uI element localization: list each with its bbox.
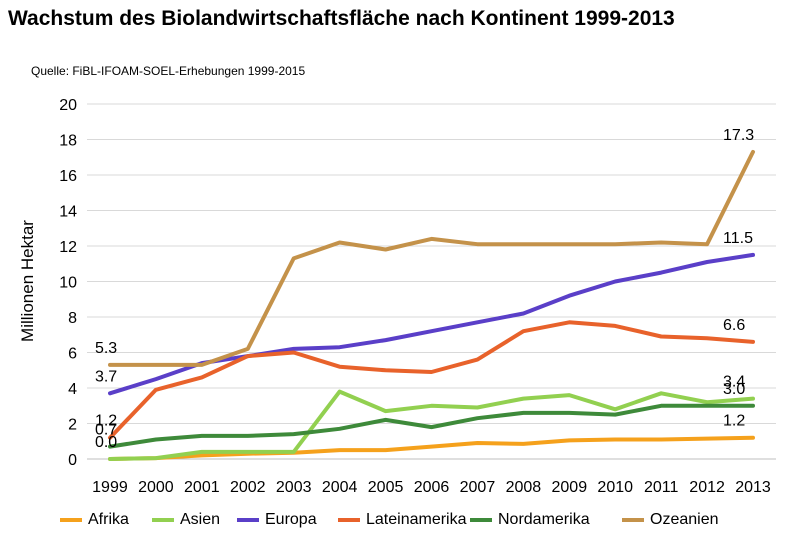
y-axis-ticks: 0 2 4 6 8 10 12 14 16 18 20 <box>59 97 77 469</box>
x-tick-label: 2013 <box>735 479 771 496</box>
legend-label: Europa <box>265 511 317 528</box>
x-tick-label: 2008 <box>506 479 542 496</box>
legend-swatch <box>152 518 174 522</box>
x-tick-label: 2006 <box>414 479 450 496</box>
y-tick-label: 4 <box>68 381 77 398</box>
x-tick-label: 2011 <box>644 479 679 496</box>
data-label: 1.2 <box>95 413 117 430</box>
legend-item-europa: Europa <box>237 506 317 534</box>
x-tick-label: 1999 <box>92 479 128 496</box>
x-tick-label: 2005 <box>368 479 404 496</box>
x-tick-label: 2010 <box>597 479 633 496</box>
y-tick-label: 8 <box>68 310 77 327</box>
legend-label: Asien <box>180 511 221 528</box>
series-line-lateinamerika <box>108 320 755 440</box>
legend-swatch <box>60 518 82 522</box>
legend-item-nordamerika: Nordamerika <box>470 506 590 534</box>
y-tick-label: 14 <box>59 204 77 221</box>
x-tick-label: 2009 <box>552 479 588 496</box>
x-tick-label: 2003 <box>276 479 312 496</box>
series-line-afrika <box>108 435 755 461</box>
x-tick-label: 2004 <box>322 479 358 496</box>
y-tick-label: 16 <box>59 168 77 185</box>
data-label: 3.4 <box>723 374 745 391</box>
x-tick-label: 2012 <box>689 479 725 496</box>
legend-item-lateinamerika: Lateinamerika <box>338 506 467 534</box>
y-tick-label: 12 <box>59 239 77 256</box>
legend: Afrika Asien Europa Lateinamerika Nordamerik… <box>0 506 800 534</box>
legend-swatch <box>338 518 360 522</box>
x-tick-label: 2002 <box>230 479 266 496</box>
y-tick-label: 20 <box>59 97 77 114</box>
x-tick-label: 2007 <box>460 479 496 496</box>
legend-label: Ozeanien <box>650 511 719 528</box>
legend-swatch <box>470 518 492 522</box>
data-labels: 0.0 1.2 3.4 3.7 11.5 1.2 6.6 0.7 3.0 5.3 17.3 <box>95 127 754 451</box>
data-label: 3.7 <box>95 368 117 385</box>
chart-source: Quelle: FiBL-IFOAM-SOEL-Erhebungen 1999-… <box>31 64 306 78</box>
legend-label: Afrika <box>88 511 129 528</box>
data-label: 0.0 <box>95 434 117 451</box>
legend-label: Nordamerika <box>498 511 590 528</box>
y-tick-label: 2 <box>68 417 77 434</box>
data-label: 3.0 <box>723 381 745 398</box>
data-label: 0.7 <box>95 422 117 439</box>
y-tick-label: 18 <box>59 133 77 150</box>
y-tick-label: 10 <box>59 275 77 292</box>
data-label: 17.3 <box>723 127 754 144</box>
legend-item-asien: Asien <box>152 506 220 534</box>
x-tick-label: 2001 <box>184 479 220 496</box>
series-lines <box>108 149 755 461</box>
data-label: 5.3 <box>95 340 117 357</box>
legend-item-ozeanien: Ozeanien <box>622 506 719 534</box>
legend-label: Lateinamerika <box>366 511 467 528</box>
legend-item-afrika: Afrika <box>60 506 129 534</box>
series-line-ozeanien <box>108 149 755 367</box>
legend-swatch <box>622 518 644 522</box>
y-axis-title: Millionen Hektar <box>18 220 37 342</box>
data-label: 6.6 <box>723 317 745 334</box>
chart-title: Wachstum des Biolandwirtschaftsfläche na… <box>8 7 675 30</box>
y-tick-label: 6 <box>68 346 77 363</box>
x-tick-label: 2000 <box>138 479 174 496</box>
legend-swatch <box>237 518 259 522</box>
y-tick-label: 0 <box>68 452 77 469</box>
data-label: 11.5 <box>723 230 753 247</box>
series-line-asien <box>108 389 755 461</box>
data-label: 1.2 <box>723 413 745 430</box>
gridlines <box>87 103 776 424</box>
series-line-nordamerika <box>108 403 755 449</box>
x-axis-ticks: 1999 2000 2001 2002 2003 2004 2005 2006 2007 2008… <box>92 479 771 496</box>
